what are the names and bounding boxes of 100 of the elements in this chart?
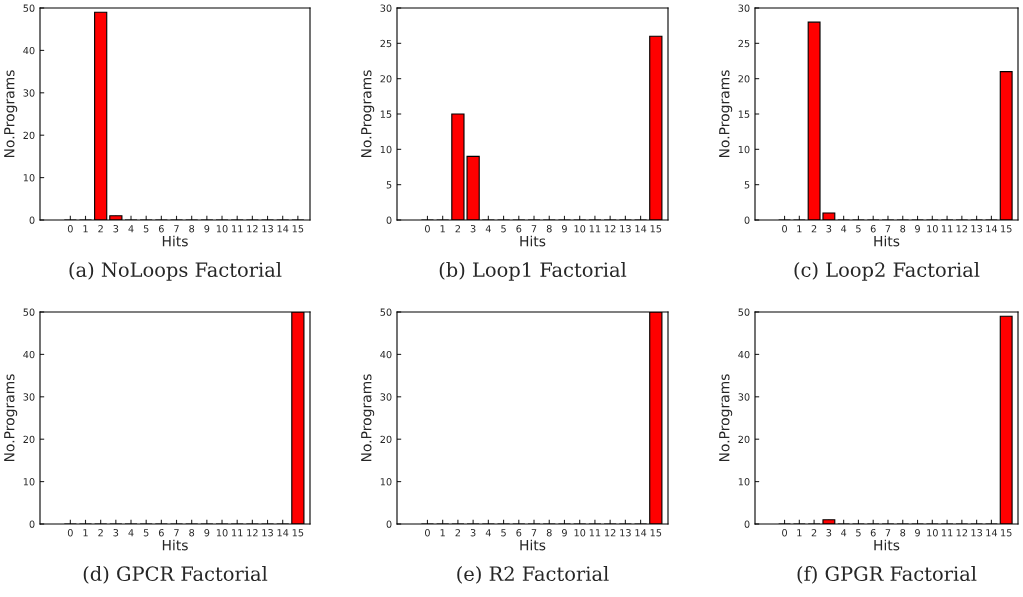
x-tick-label: 14 bbox=[986, 225, 998, 233]
x-tick-label: 10 bbox=[927, 225, 938, 233]
y-tick-label: 20 bbox=[23, 131, 35, 140]
x-tick-label: 4 bbox=[485, 225, 491, 233]
x-tick-label: 3 bbox=[470, 529, 476, 537]
y-tick-label: 20 bbox=[380, 435, 392, 444]
x-tick-label: 8 bbox=[900, 529, 906, 537]
x-tick-label: 14 bbox=[635, 225, 647, 233]
y-axis-title: No.Programs bbox=[361, 70, 375, 158]
x-tick-label: 2 bbox=[811, 529, 817, 537]
x-tick-label: 10 bbox=[574, 225, 586, 233]
y-tick-label: 30 bbox=[23, 393, 35, 401]
x-tick-label: 7 bbox=[531, 529, 537, 537]
y-tick-label: 30 bbox=[380, 4, 392, 12]
x-tick-label: 1 bbox=[440, 225, 445, 233]
x-tick-label: 1 bbox=[797, 529, 802, 537]
x-tick-label: 13 bbox=[262, 529, 273, 537]
x-tick-label: 3 bbox=[113, 529, 119, 537]
x-axis-title: Hits bbox=[162, 539, 188, 551]
x-tick-label: 3 bbox=[113, 225, 119, 233]
x-tick-label: 9 bbox=[915, 225, 920, 233]
x-tick-label: 8 bbox=[546, 529, 552, 537]
y-tick-label: 0 bbox=[744, 216, 750, 224]
x-tick-label: 4 bbox=[128, 225, 134, 233]
x-tick-label: 15 bbox=[292, 529, 304, 537]
y-tick-label: 20 bbox=[738, 75, 750, 83]
text: (c) Loop2 Factorial bbox=[794, 262, 980, 281]
y-tick-label: 25 bbox=[738, 39, 750, 48]
y-tick-label: 40 bbox=[738, 350, 750, 359]
x-tick-label: 3 bbox=[826, 225, 832, 233]
x-tick-label: 2 bbox=[455, 529, 461, 537]
x-tick-label: 2 bbox=[98, 529, 103, 537]
x-tick-label: 3 bbox=[826, 529, 832, 537]
x-tick-label: 1 bbox=[83, 529, 88, 537]
y-tick-label: 10 bbox=[23, 174, 35, 182]
text: (a) NoLoops Factorial bbox=[69, 262, 282, 281]
x-tick-label: 5 bbox=[501, 529, 506, 537]
x-tick-label: 14 bbox=[986, 529, 998, 537]
x-tick-label: 4 bbox=[485, 529, 491, 537]
x-tick-label: 15 bbox=[292, 225, 304, 233]
x-tick-label: 12 bbox=[605, 529, 616, 537]
x-tick-label: 4 bbox=[841, 225, 847, 233]
y-tick-label: 20 bbox=[738, 435, 750, 444]
x-tick-label: 7 bbox=[531, 225, 537, 233]
y-tick-label: 10 bbox=[380, 145, 392, 154]
x-tick-label: 0 bbox=[67, 529, 73, 537]
x-tick-label: 11 bbox=[941, 225, 953, 233]
x-tick-label: 15 bbox=[1001, 225, 1012, 233]
x-tick-label: 8 bbox=[900, 225, 906, 233]
x-axis-title: Hits bbox=[874, 235, 900, 247]
x-tick-label: 11 bbox=[232, 225, 243, 233]
y-axis-title: No.Programs bbox=[4, 374, 18, 462]
text: (f) GPGR Factorial bbox=[797, 566, 977, 584]
x-tick-label: 15 bbox=[650, 225, 662, 233]
x-tick-label: 5 bbox=[501, 225, 506, 233]
x-tick-label: 10 bbox=[216, 529, 228, 537]
x-tick-label: 10 bbox=[927, 529, 938, 537]
x-tick-label: 14 bbox=[277, 529, 289, 537]
y-tick-label: 10 bbox=[23, 478, 35, 486]
x-tick-label: 12 bbox=[956, 225, 968, 233]
x-tick-label: 8 bbox=[189, 529, 195, 537]
x-tick-label: 0 bbox=[782, 225, 787, 233]
x-tick-label: 13 bbox=[262, 225, 273, 233]
x-tick-label: 7 bbox=[174, 529, 179, 537]
y-axis-title: No.Programs bbox=[4, 70, 18, 158]
x-tick-label: 9 bbox=[204, 225, 210, 233]
y-tick-label: 10 bbox=[738, 145, 750, 154]
x-tick-label: 8 bbox=[189, 225, 195, 233]
x-tick-label: 11 bbox=[589, 225, 601, 233]
x-tick-label: 9 bbox=[204, 529, 210, 537]
y-tick-label: 30 bbox=[23, 89, 35, 97]
y-tick-label: 0 bbox=[744, 520, 750, 528]
x-tick-label: 5 bbox=[143, 225, 149, 233]
y-tick-label: 40 bbox=[380, 350, 392, 359]
y-tick-label: 30 bbox=[738, 393, 750, 401]
x-tick-label: 15 bbox=[650, 529, 662, 537]
x-tick-label: 2 bbox=[811, 225, 817, 233]
x-tick-label: 3 bbox=[470, 225, 476, 233]
y-tick-label: 10 bbox=[738, 478, 750, 486]
x-tick-label: 7 bbox=[885, 225, 891, 233]
x-tick-label: 8 bbox=[546, 225, 552, 233]
x-tick-label: 12 bbox=[956, 529, 968, 537]
x-tick-label: 15 bbox=[1001, 529, 1012, 537]
x-tick-label: 11 bbox=[589, 529, 601, 537]
x-tick-label: 6 bbox=[870, 529, 876, 537]
x-tick-label: 5 bbox=[856, 529, 861, 537]
y-tick-label: 40 bbox=[23, 350, 35, 359]
x-axis-title: Hits bbox=[162, 235, 188, 247]
x-tick-label: 6 bbox=[158, 529, 164, 537]
y-tick-label: 40 bbox=[23, 46, 35, 55]
x-tick-label: 4 bbox=[128, 529, 134, 537]
x-tick-label: 12 bbox=[247, 529, 258, 537]
x-tick-label: 9 bbox=[561, 529, 567, 537]
y-tick-label: 50 bbox=[23, 4, 35, 12]
x-tick-label: 4 bbox=[841, 529, 847, 537]
x-tick-label: 11 bbox=[232, 529, 243, 537]
x-tick-label: 13 bbox=[971, 529, 983, 537]
x-tick-label: 14 bbox=[635, 529, 647, 537]
y-tick-label: 50 bbox=[738, 308, 750, 316]
x-tick-label: 7 bbox=[174, 225, 179, 233]
